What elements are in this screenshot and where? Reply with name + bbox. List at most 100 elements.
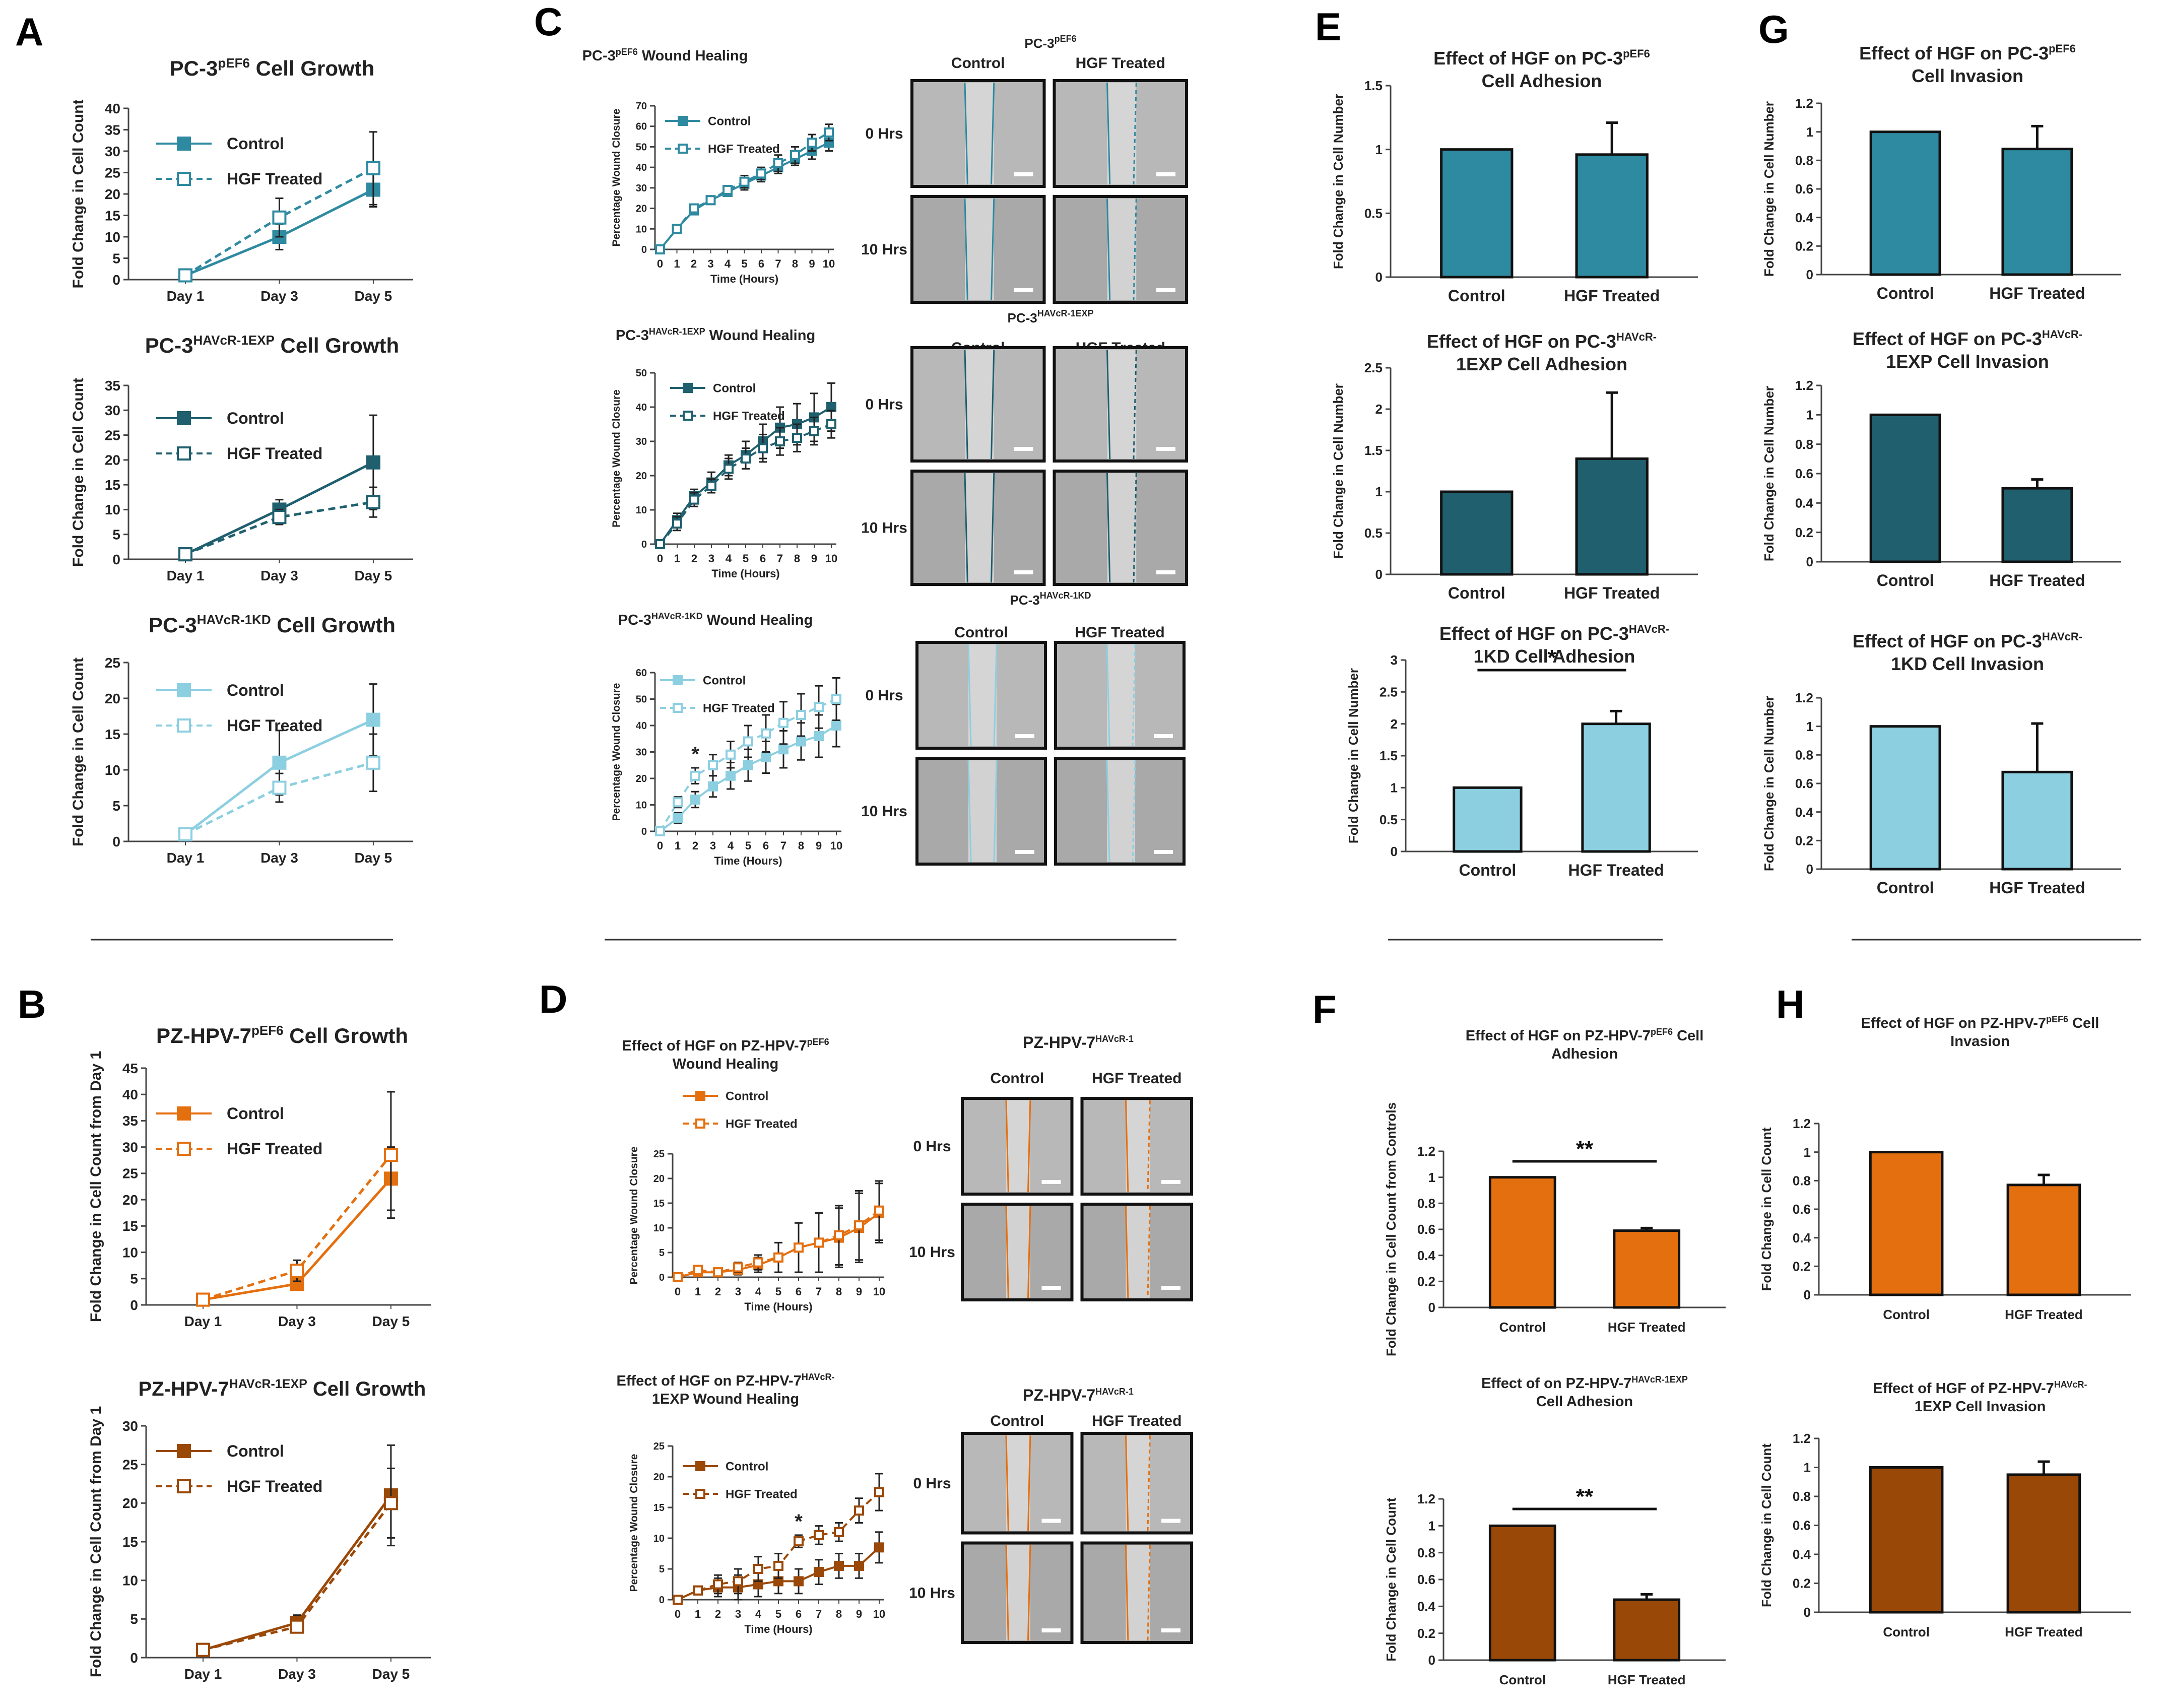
micrograph-title-main: PC-3 — [1008, 310, 1037, 325]
x-tick-label: 3 — [707, 257, 713, 270]
title-main: Effect of HGF on PC-3 — [1859, 43, 2049, 63]
line-chart-B1: 0 5 10 15 20 25 30 35 40 45 Fold Change in Cell Co… — [88, 1051, 431, 1329]
line-chart-C1: 0 10 20 30 40 50 60 70 Percentage Wound Closure 0… — [611, 101, 835, 285]
panel-label-E: E — [1315, 5, 1341, 49]
chart-title-text: Effect of HGF on PC-3HAVcR- — [1853, 630, 2082, 651]
data-point-hgf — [773, 158, 783, 168]
line-chart-A2: 0 5 10 15 20 25 30 35 Fold Change in Cell Count D… — [70, 378, 413, 583]
y-tick-label: 1 — [1375, 142, 1383, 157]
chart-title-text: Effect of HGF on PC-3HAVcR- — [1427, 331, 1657, 352]
y-tick-label: 0.5 — [1364, 206, 1383, 221]
data-point-hgf — [366, 161, 380, 175]
title-main: Effect of HGF on PC-3 — [1439, 623, 1629, 644]
title-suffix: Cell — [1673, 1028, 1703, 1044]
x-tick-label: 5 — [741, 257, 747, 270]
y-tick-label: 30 — [105, 144, 120, 159]
data-point-hgf — [196, 1292, 210, 1307]
chart-title: Effect of HGF on PZ-HPV-7pEF6 Cell Invasi… — [1861, 1014, 2099, 1049]
x-tick-label: 8 — [836, 1608, 842, 1620]
legend-label: HGF Treated — [227, 444, 322, 463]
wound-edge-line — [1005, 1100, 1009, 1193]
y-tick-label: 0 — [130, 1650, 138, 1666]
data-point-hgf — [790, 150, 800, 160]
wound-edge-line — [1133, 198, 1137, 301]
legend-label: HGF Treated — [713, 409, 785, 423]
title-main: PZ-HPV-7 — [139, 1378, 229, 1400]
scale-bar — [1014, 447, 1033, 451]
scale-bar — [1156, 288, 1175, 292]
chart-title-text: PC-3HAVcR-1EXP Cell Growth — [145, 333, 399, 357]
y-tick-label: 0.6 — [1417, 1572, 1435, 1587]
data-point-hgf — [854, 1505, 864, 1516]
chart-title: Effect of HGF on PC-3HAVcR-1KD Cell Adhe… — [1439, 623, 1669, 667]
x-tick-label: HGF Treated — [1608, 1672, 1686, 1687]
x-tick-label: 3 — [710, 839, 716, 852]
title-superscript: pEF6 — [2046, 1014, 2068, 1024]
y-tick-label: 20 — [653, 1472, 665, 1483]
x-tick-label: 5 — [743, 552, 749, 565]
legend-label: Control — [726, 1089, 768, 1103]
title-line2: 1KD Cell Adhesion — [1474, 646, 1635, 667]
y-tick-label: 0.8 — [1795, 437, 1813, 452]
title-superscript: HAVcR-1EXP — [229, 1377, 307, 1391]
y-tick-label: 50 — [636, 694, 647, 705]
data-point-hgf — [794, 1242, 804, 1253]
y-tick-label: 0 — [1391, 844, 1398, 859]
x-tick-label: Control — [1877, 571, 1934, 589]
y-tick-label: 20 — [122, 1192, 138, 1208]
y-tick-label: 0.4 — [1793, 1230, 1811, 1245]
y-tick-label: 0.8 — [1417, 1196, 1435, 1211]
wound-edge-line — [1125, 1206, 1129, 1298]
bar-control — [1869, 725, 1941, 871]
x-tick-label: 6 — [758, 257, 764, 270]
y-tick-label: 0.6 — [1795, 181, 1813, 196]
x-tick-label: 1 — [695, 1285, 701, 1298]
scale-bar — [1041, 1180, 1061, 1184]
wound-edge-line — [964, 82, 968, 185]
wound-gap — [965, 199, 994, 300]
y-tick-label: 25 — [122, 1166, 138, 1181]
wound-edge-line — [1027, 1206, 1031, 1298]
data-point-hgf — [761, 728, 771, 739]
title-superscript: pEF6 — [218, 55, 250, 71]
significance-star: ** — [1576, 1137, 1594, 1161]
y-axis-label: Fold Change in Cell Count from Controls — [1384, 1102, 1399, 1356]
bar-control — [1869, 130, 1941, 276]
x-axis-label: Time (Hours) — [714, 855, 782, 867]
title-superscript: HAVcR-1KD — [197, 612, 271, 627]
wound-edge-line — [1106, 473, 1111, 583]
bar-chart-H2: 0 0.2 0.4 0.6 0.8 1 1.2 Fold Change in Cell Cou… — [1759, 1431, 2131, 1639]
y-axis-label: Fold Change in Cell Count — [70, 100, 87, 289]
scale-bar — [1156, 172, 1175, 176]
legend-label: Control — [227, 681, 284, 699]
y-axis-label: Fold Change in Cell Count — [70, 658, 87, 846]
y-tick-label: 3 — [1391, 652, 1398, 668]
title-main: Effect of on PZ-HPV-7 — [1481, 1375, 1631, 1392]
y-tick-label: 0.4 — [1795, 805, 1814, 820]
series-line-hgf — [185, 501, 374, 556]
scale-bar — [1161, 1628, 1180, 1632]
wound-edge-line — [991, 198, 995, 301]
y-tick-label: 40 — [105, 101, 120, 116]
wound-edge-line — [991, 473, 995, 583]
x-axis-label: Time (Hours) — [710, 273, 778, 285]
bar-control — [1488, 1524, 1556, 1662]
x-tick-label: 3 — [735, 1608, 741, 1620]
wound-edge-line — [1147, 1100, 1151, 1193]
y-tick-label: 0.8 — [1793, 1489, 1811, 1504]
title-main: PC-3 — [582, 48, 616, 64]
data-point-control — [690, 795, 700, 805]
x-tick-label: 9 — [816, 839, 822, 852]
wound-gap — [968, 760, 997, 862]
y-tick-label: 10 — [636, 224, 647, 235]
chart-title-text: Effect of HGF on PC-3HAVcR- — [1439, 623, 1669, 644]
y-tick-label: 20 — [636, 204, 647, 215]
x-tick-label: 0 — [675, 1285, 681, 1298]
micrograph-row-label: 0 Hrs — [913, 1138, 951, 1155]
chart-title-text: PC-3HAVcR-1KD Wound Healing — [618, 611, 813, 628]
significance-star: * — [1547, 645, 1556, 670]
legend-label: HGF Treated — [726, 1487, 798, 1501]
data-point-hgf — [693, 1265, 703, 1275]
y-tick-label: 1 — [1391, 780, 1398, 795]
